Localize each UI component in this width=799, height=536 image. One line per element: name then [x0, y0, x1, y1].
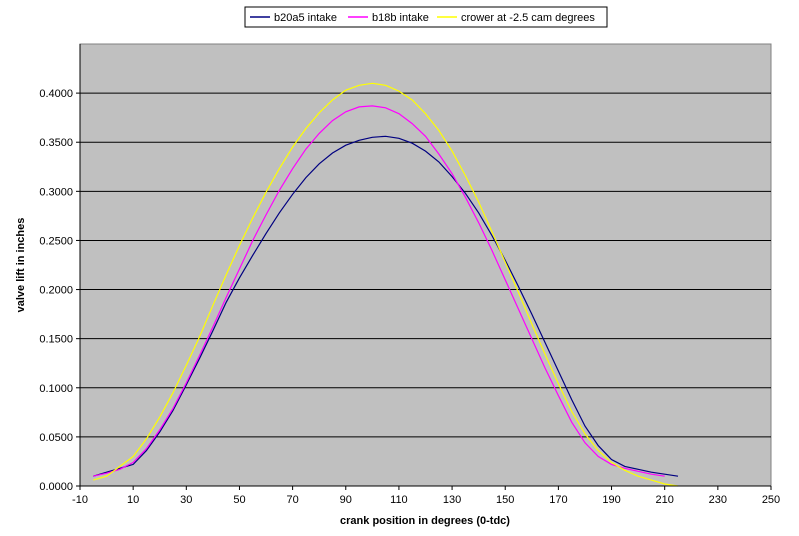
y-axis-title: valve lift in inches [15, 218, 27, 313]
y-tick-label-2: 0.1000 [39, 383, 73, 395]
legend-label-b20a5: b20a5 intake [274, 12, 337, 24]
x-tick-label-12: 230 [709, 494, 727, 506]
y-tick-labels: 0.0000 0.0500 0.1000 0.1500 0.2000 0.2500 0.30… [39, 88, 80, 493]
x-tick-label-13: 250 [762, 494, 780, 506]
x-tick-label-6: 110 [390, 494, 408, 506]
y-tick-label-4: 0.2000 [39, 285, 73, 297]
x-tick-label-1: 10 [127, 494, 139, 506]
x-tick-label-3: 50 [233, 494, 245, 506]
x-tick-label-10: 190 [602, 494, 620, 506]
legend: b20a5 intake b18b intake crower at -2.5 … [244, 6, 608, 28]
series-layer [93, 82, 679, 487]
y-tick-label-3: 0.1500 [39, 334, 73, 346]
x-tick-label-5: 90 [340, 494, 352, 506]
axes [79, 44, 771, 487]
gridlines [80, 92, 771, 438]
x-tick-label-7: 130 [443, 494, 461, 506]
legend-label-crower: crower at -2.5 cam degrees [461, 12, 595, 24]
y-tick-label-0: 0.0000 [39, 481, 73, 493]
x-tick-labels: -10 10 30 50 70 90 110 130 150 170 190 210 230 250 [72, 486, 780, 506]
x-tick-label-9: 170 [549, 494, 567, 506]
y-tick-label-6: 0.3000 [39, 186, 73, 198]
plot-area [79, 43, 772, 487]
y-tick-label-8: 0.4000 [39, 88, 73, 100]
x-tick-label-11: 210 [656, 494, 674, 506]
x-tick-label-0: -10 [72, 494, 88, 506]
y-tick-label-5: 0.2500 [39, 235, 73, 247]
x-tick-label-2: 30 [180, 494, 192, 506]
x-tick-label-4: 70 [286, 494, 298, 506]
x-tick-label-8: 150 [496, 494, 514, 506]
legend-box [244, 6, 608, 28]
series-line-b20a5 [93, 135, 679, 477]
x-axis-title: crank position in degrees (0-tdc) [340, 515, 510, 527]
legend-label-b18b: b18b intake [372, 12, 429, 24]
series-line-b18b [93, 105, 665, 477]
series-line-crower [93, 82, 679, 487]
y-tick-label-1: 0.0500 [39, 432, 73, 444]
y-tick-label-7: 0.3500 [39, 137, 73, 149]
